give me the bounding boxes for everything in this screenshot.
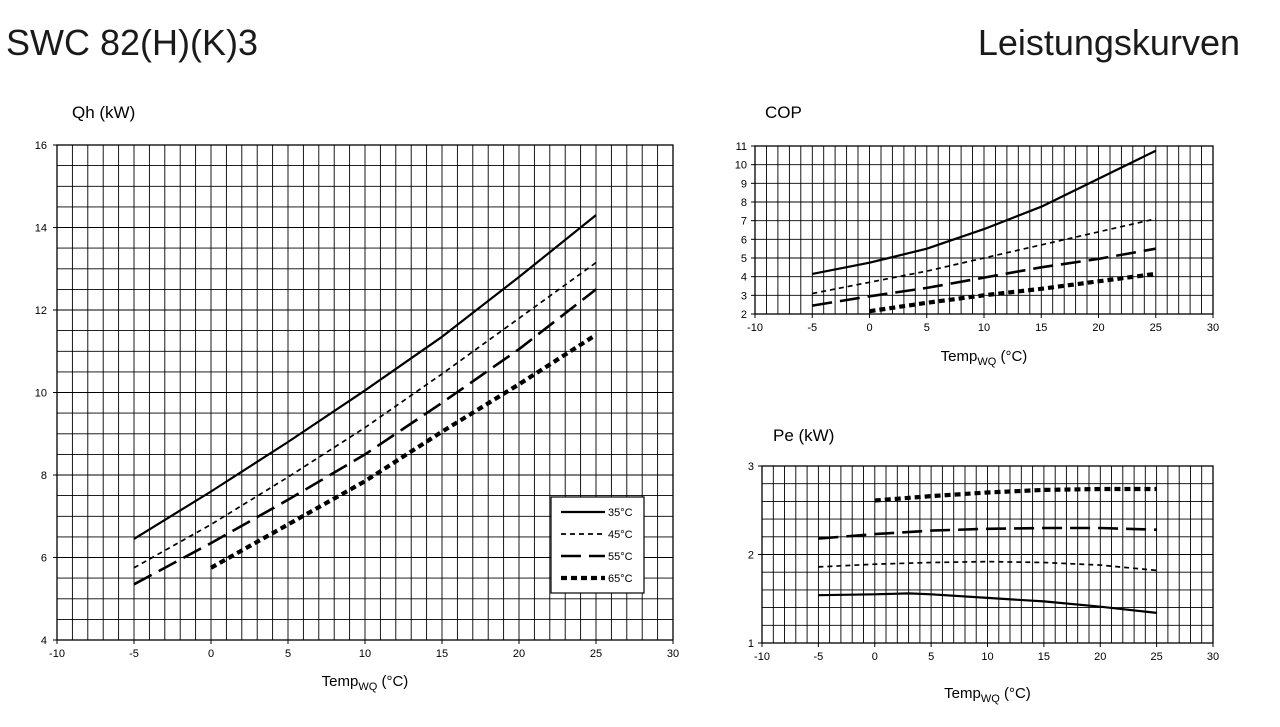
series-line-cop-1 — [812, 217, 1156, 295]
y-axis-label: Pe (kW) — [773, 426, 834, 445]
y-tick-label: 6 — [741, 234, 747, 246]
x-tick-label: 0 — [866, 322, 872, 334]
x-tick-label: 25 — [1151, 651, 1163, 663]
y-tick-label: 4 — [741, 272, 747, 284]
x-tick-label: -5 — [813, 651, 823, 663]
x-tick-label: 15 — [1038, 651, 1050, 663]
x-axis-label-sub: WQ — [977, 356, 996, 368]
x-axis-label-base: Temp — [944, 685, 981, 702]
y-tick-label: 4 — [41, 635, 47, 647]
legend-qh: 35°C 45°C 55°C 65°C — [550, 496, 645, 594]
y-tick-label: 5 — [741, 253, 747, 265]
x-tick-label: 25 — [590, 648, 602, 660]
x-tick-label: 25 — [1150, 322, 1162, 334]
y-tick-label: 16 — [35, 140, 47, 152]
y-tick-label: 11 — [736, 141, 747, 153]
x-tick-label: 20 — [513, 648, 525, 660]
y-tick-label: 9 — [741, 178, 747, 190]
x-axis-label: TempWQ (°C) — [322, 673, 409, 693]
y-tick-label: 7 — [741, 216, 747, 228]
x-tick-label: 30 — [1207, 322, 1219, 334]
x-tick-label: 0 — [208, 648, 214, 660]
x-tick-label: 10 — [981, 651, 993, 663]
y-tick-label: 12 — [35, 305, 47, 317]
chart-qh: -10 -5 0 5 10 15 20 25 30 4 6 8 10 12 14 16 Qh (kW) TempW… — [35, 103, 679, 693]
x-tick-label: 0 — [872, 651, 878, 663]
series-line-qh-35c — [133, 214, 597, 540]
x-tick-label: -10 — [49, 648, 65, 660]
x-tick-label: 30 — [667, 648, 679, 660]
y-tick-label: 3 — [741, 290, 747, 302]
series-line-qh-65c — [209, 333, 598, 570]
y-tick-label: 10 — [735, 160, 747, 172]
x-tick-label: 20 — [1094, 651, 1106, 663]
series-line-pe-3 — [874, 486, 1157, 503]
y-tick-label: 2 — [748, 550, 754, 562]
x-tick-label: 5 — [928, 651, 934, 663]
series-line-cop-3 — [869, 271, 1157, 314]
x-tick-label: -5 — [807, 322, 817, 334]
y-tick-label: 14 — [35, 223, 47, 235]
chart-cop: -10 -5 0 5 10 15 20 25 30 2 3 4 5 6 7 8 9 10 11 COP TempWQ (… — [735, 103, 1219, 368]
x-axis-label-base: Temp — [322, 673, 359, 690]
x-tick-label: 30 — [1207, 651, 1219, 663]
series-line-qh-45c — [133, 261, 597, 569]
y-tick-label: 8 — [741, 197, 747, 209]
x-axis-label: TempWQ (°C) — [941, 348, 1028, 368]
x-axis-label-sub: WQ — [981, 693, 1000, 705]
series-line-pe-1 — [818, 560, 1157, 572]
x-tick-label: -10 — [747, 322, 763, 334]
x-axis-label-unit: (°C) — [377, 673, 408, 690]
x-axis-label-unit: (°C) — [1000, 685, 1031, 702]
legend-label: 55°C — [608, 551, 633, 563]
x-axis-label: TempWQ (°C) — [944, 685, 1031, 705]
x-tick-label: 15 — [1035, 322, 1047, 334]
x-axis-label-base: Temp — [941, 348, 978, 365]
series-line-pe-0 — [818, 592, 1157, 614]
series-line-pe-2 — [818, 526, 1157, 540]
x-tick-label: 10 — [978, 322, 990, 334]
y-tick-label: 1 — [748, 638, 754, 650]
legend-label: 45°C — [608, 529, 633, 541]
x-tick-label: 20 — [1092, 322, 1104, 334]
x-tick-label: -10 — [754, 651, 770, 663]
legend-label: 65°C — [608, 573, 633, 585]
x-tick-label: 10 — [359, 648, 371, 660]
series-line-cop-2 — [812, 247, 1157, 307]
y-tick-label: 6 — [41, 553, 47, 565]
y-tick-label: 10 — [35, 388, 47, 400]
series-line-cop-0 — [812, 149, 1157, 275]
page-heading: Leistungskurven — [977, 22, 1240, 63]
y-tick-label: 2 — [741, 309, 747, 321]
x-axis-label-unit: (°C) — [996, 348, 1027, 365]
x-tick-label: 5 — [285, 648, 291, 660]
series-line-qh-55c — [133, 288, 597, 586]
page-title: SWC 82(H)(K)3 — [6, 22, 259, 63]
y-axis-label: COP — [765, 103, 802, 122]
x-tick-label: 15 — [436, 648, 448, 660]
chart-pe: -10 -5 0 5 10 15 20 25 30 1 2 3 Pe (kW) TempWQ (°C) — [748, 426, 1219, 705]
legend-label: 35°C — [608, 507, 633, 519]
x-tick-label: -5 — [129, 648, 139, 660]
y-tick-label: 3 — [748, 461, 754, 473]
y-tick-label: 8 — [41, 470, 47, 482]
x-axis-label-sub: WQ — [358, 681, 377, 693]
x-tick-label: 5 — [924, 322, 930, 334]
y-axis-label: Qh (kW) — [72, 103, 135, 122]
